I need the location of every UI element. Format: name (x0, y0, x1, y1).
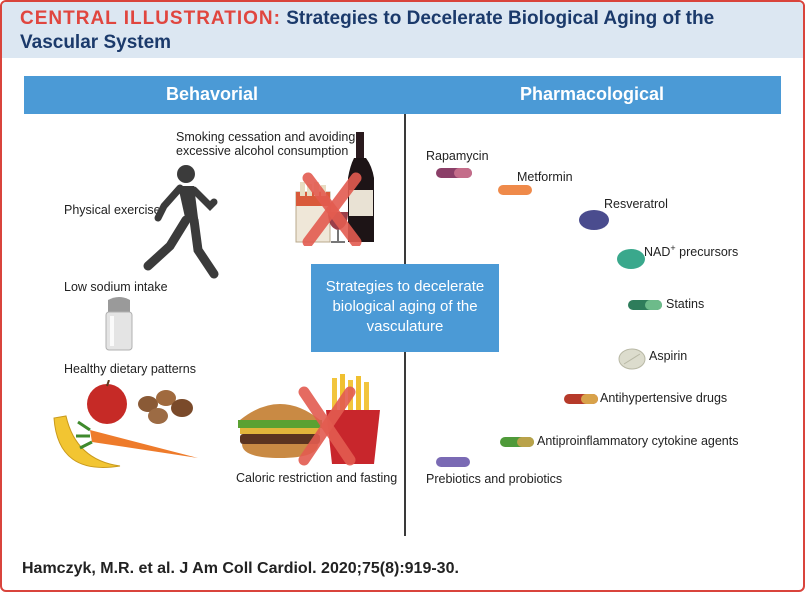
category-bar: Behavorial Pharmacological (24, 76, 781, 114)
illustration-label: CENTRAL ILLUSTRATION: (20, 8, 281, 29)
title-text-line1: Strategies to Decelerate Biological Agin… (286, 8, 715, 29)
figure-title: CENTRAL ILLUSTRATION: Strategies to Dece… (20, 8, 714, 30)
label-low-sodium: Low sodium intake (64, 280, 168, 294)
citation: Hamczyk, M.R. et al. J Am Coll Cardiol. … (22, 560, 459, 577)
pill-icon (436, 168, 472, 178)
fruits-vegetables-icon (53, 380, 198, 468)
label-resveratrol: Resveratrol (604, 197, 668, 211)
nad-superscript: + (670, 243, 676, 253)
label-physical-exercise: Physical exercise (64, 203, 161, 217)
label-smoking-line2: excessive alcohol consumption (176, 144, 349, 158)
label-rapamycin: Rapamycin (426, 149, 489, 163)
burger-fries-icon (238, 374, 380, 466)
pill-icon (628, 300, 662, 310)
label-probiotics: Prebiotics and probiotics (426, 472, 563, 486)
pill-icon (500, 437, 534, 447)
center-text-line3: vasculature (366, 318, 444, 335)
label-statins: Statins (666, 297, 705, 311)
title-text-line2: Vascular System (20, 32, 172, 53)
salt-shaker-icon (105, 297, 133, 351)
label-caloric-restriction: Caloric restriction and fasting (236, 471, 398, 485)
center-box: Strategies to decelerate biological agin… (311, 264, 499, 352)
nad-rest-text: precursors (675, 245, 739, 260)
label-antiinflammatory: Antiproinflammatory cytokine agents (537, 434, 739, 448)
figure-header: CENTRAL ILLUSTRATION: Strategies to Dece… (2, 2, 803, 58)
cross-mark-icon (302, 172, 362, 246)
label-smoking-line1: Smoking cessation and avoiding (176, 130, 356, 144)
pill-icon (579, 210, 609, 230)
center-text-line2: biological aging of the (332, 298, 478, 315)
center-text-line1: Strategies to decelerate (325, 278, 485, 295)
runner-icon (143, 165, 219, 279)
cigarettes-wine-icon (295, 132, 374, 246)
label-metformin: Metformin (517, 170, 573, 184)
label-aspirin: Aspirin (649, 349, 688, 363)
pill-icon (617, 249, 645, 269)
nad-text: NAD (644, 245, 671, 260)
label-healthy-diet: Healthy dietary patterns (64, 362, 197, 376)
pill-icon (436, 457, 470, 467)
label-nad-precursors: NAD+ precursors (644, 241, 738, 260)
pill-icon (618, 348, 646, 370)
cross-mark-icon (298, 386, 356, 466)
category-behavioral: Behavorial (166, 84, 259, 104)
pill-icon (564, 394, 598, 404)
label-antihypertensive: Antihypertensive drugs (600, 391, 728, 405)
pill-icon (498, 185, 532, 195)
category-pharmacological: Pharmacological (520, 84, 665, 104)
